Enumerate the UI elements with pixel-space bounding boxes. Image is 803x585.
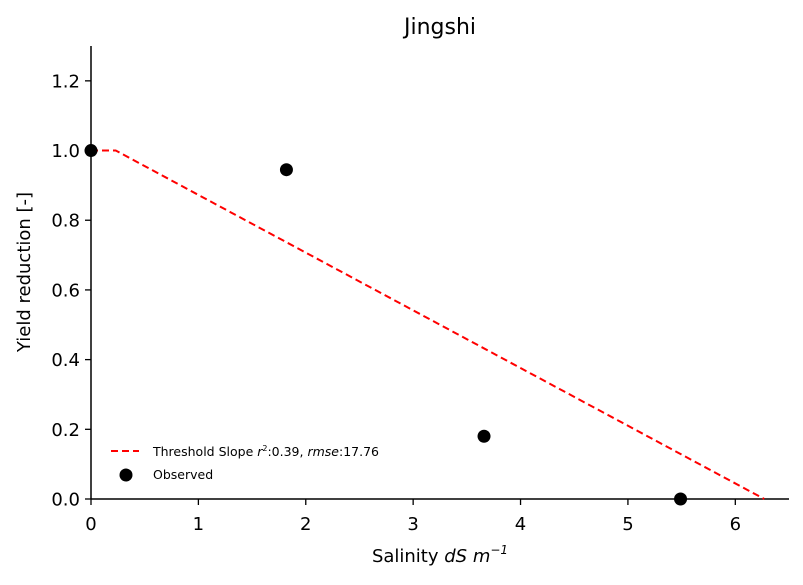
x-tick-label: 1 xyxy=(193,514,204,535)
observed-point xyxy=(477,429,491,443)
legend-rmse-symbol: rmse xyxy=(307,444,339,459)
legend-observed-label: Observed xyxy=(153,467,213,482)
legend-threshold-slope-label: Threshold Slope r2:0.39, rmse:17.76 xyxy=(152,444,379,459)
x-axis-ticks: 0 1 2 3 4 5 6 xyxy=(85,499,741,535)
observed-point xyxy=(279,163,293,177)
y-tick-label: 0.6 xyxy=(51,280,80,301)
chart-title: Jingshi xyxy=(402,15,476,40)
y-tick-label: 0.8 xyxy=(51,211,80,232)
legend-r2-superscript: 2 xyxy=(262,444,267,453)
x-axis-title-exponent: −1 xyxy=(490,543,508,557)
y-axis-title: Yield reduction [-] xyxy=(14,192,35,353)
x-tick-label: 6 xyxy=(730,514,741,535)
legend-rmse-value: :17.76 xyxy=(339,444,379,459)
y-tick-label: 0.2 xyxy=(51,420,80,441)
x-axis-title-unit: dS m xyxy=(444,546,490,567)
y-tick-label: 0.0 xyxy=(51,490,80,511)
observed-point xyxy=(84,144,98,158)
legend: Threshold Slope r2:0.39, rmse:17.76 Obse… xyxy=(111,444,379,482)
legend-threshold-slope-name: Threshold Slope xyxy=(152,444,257,459)
x-axis-title: Salinity dS m−1 xyxy=(372,543,508,567)
threshold-slope-line xyxy=(91,149,765,500)
y-tick-label: 1.0 xyxy=(51,141,80,162)
legend-r2-symbol: r xyxy=(257,444,263,459)
y-tick-label: 0.4 xyxy=(51,350,80,371)
x-tick-label: 4 xyxy=(515,514,526,535)
x-tick-label: 5 xyxy=(622,514,633,535)
legend-observed-marker xyxy=(119,468,133,482)
legend-r2-value: :0.39, xyxy=(267,444,307,459)
y-axis-ticks: 0.0 0.2 0.4 0.6 0.8 1.0 1.2 xyxy=(51,71,91,511)
x-axis-title-prefix: Salinity xyxy=(372,546,444,567)
observed-point xyxy=(674,492,688,506)
plot-area xyxy=(84,144,765,506)
x-tick-label: 3 xyxy=(407,514,418,535)
y-tick-label: 1.2 xyxy=(51,71,80,92)
x-tick-label: 0 xyxy=(85,514,96,535)
x-tick-label: 2 xyxy=(300,514,311,535)
